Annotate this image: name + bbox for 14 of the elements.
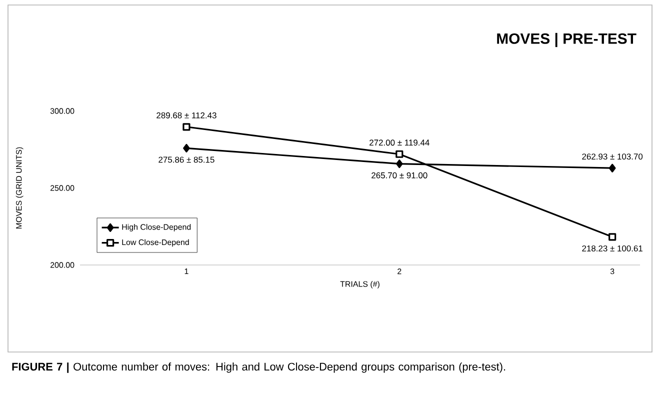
point (183, 144, 190, 152)
data-label: 218.23 ± 100.61 (582, 245, 642, 252)
data-label: 265.70 ± 91.00 (372, 172, 428, 178)
point (396, 160, 403, 168)
point (182, 123, 190, 131)
data-label: 289.68 ± 112.43 (156, 112, 216, 118)
chart-title: MOVES | PRE-TEST (497, 32, 636, 48)
point (396, 150, 404, 158)
data-label: 262.93 ± 103.70 (582, 154, 643, 160)
data-label: 275.86 ± 85.15 (158, 156, 214, 163)
point (608, 233, 616, 241)
point (608, 164, 616, 172)
data-label: 272.00 ± 119.44 (370, 140, 430, 146)
text: FIGURE 7 | Outcome number of moves: High and Low Close-Depend groups comparison (pre-test). (12, 362, 506, 373)
